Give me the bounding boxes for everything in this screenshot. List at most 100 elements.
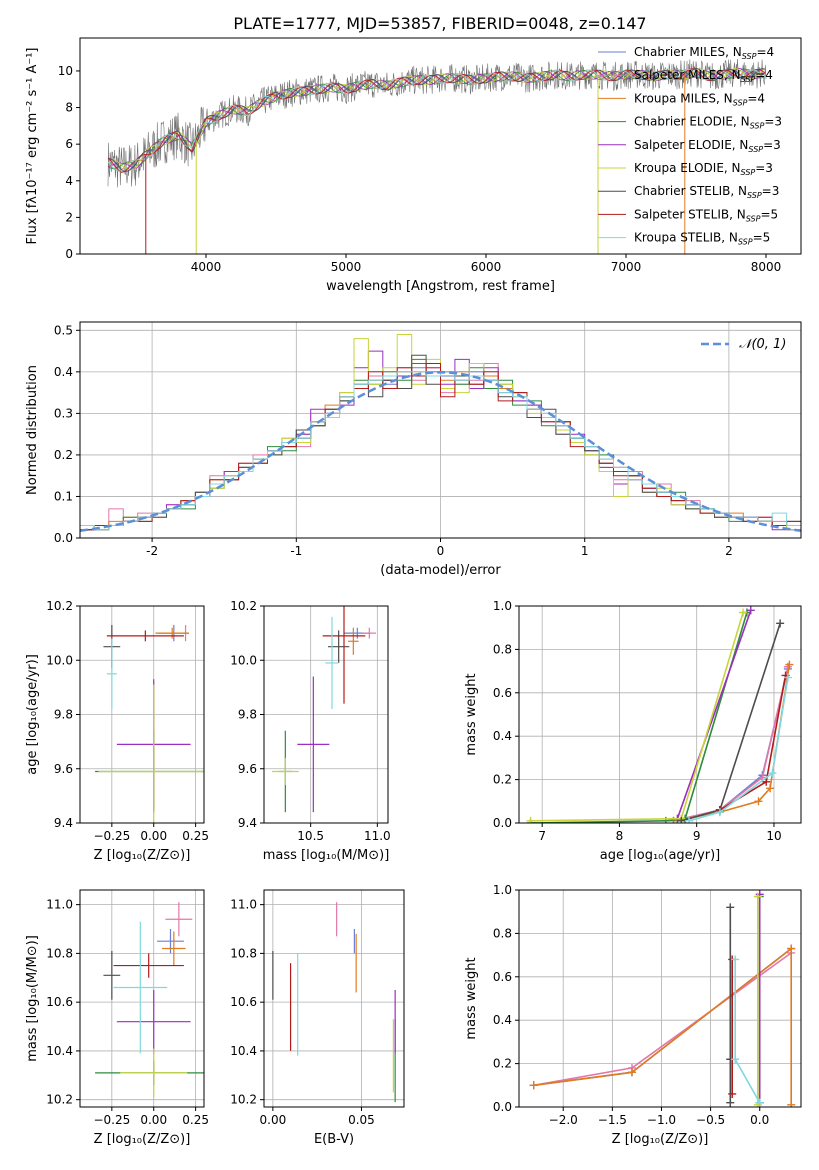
x-tick-label: −1.5	[598, 1113, 627, 1127]
massweight-vs-age-panel: 7 8 9 10 0.0 0.2 0.4 0.6 0.8 1.0 age [log₁₀(age/yr…	[464, 599, 802, 863]
legend-value: =5	[760, 207, 778, 221]
series-marker	[755, 1098, 764, 1107]
legend-label: Salpeter MILES, N	[634, 68, 741, 82]
x-axis-label: age [log₁₀(age/yr)]	[600, 848, 721, 863]
histogram-plot	[80, 334, 801, 538]
mass-vs-z-panel-plot	[95, 902, 204, 1098]
series-line	[688, 677, 789, 822]
legend-entry: Chabrier MILES, NSSP=4	[634, 45, 774, 61]
y-tick-label: 9.4	[54, 816, 73, 830]
x-tick-label: 0	[437, 544, 445, 558]
axes-frame	[79, 37, 802, 255]
series-marker	[766, 784, 775, 793]
legend-sub: SSP	[738, 238, 753, 247]
mass-vs-ebv-panel-plot	[272, 902, 396, 1103]
y-tick-label: 6	[65, 137, 73, 151]
y-tick-label: 10.2	[46, 599, 73, 613]
series-marker	[776, 619, 785, 628]
x-tick-label: 11.0	[364, 829, 391, 843]
y-tick-label: 4	[65, 174, 73, 188]
y-tick-label: 10.0	[230, 653, 257, 667]
x-axis-label: (data-model)/error	[380, 563, 501, 578]
axes-frame	[79, 605, 205, 824]
age-vs-mass-panel: 10.5 11.0 9.4 9.6 9.8 10.0 10.2 mass [log₁₀(M/M…	[230, 599, 391, 863]
legend-label: Kroupa MILES, N	[634, 91, 733, 105]
axes-frame	[79, 321, 802, 539]
legend-entry: Kroupa MILES, NSSP=4	[634, 91, 765, 107]
y-tick-label: 0.4	[54, 365, 73, 379]
age-vs-z-panel-plot	[95, 624, 204, 823]
legend-entry: Kroupa STELIB, NSSP=5	[634, 231, 770, 247]
x-tick-label: 4000	[191, 260, 222, 274]
histogram-step-line	[80, 371, 801, 538]
x-tick-label: −0.25	[93, 1113, 130, 1127]
series-marker	[754, 797, 763, 806]
series-marker	[684, 816, 693, 823]
legend-value: =4	[747, 91, 765, 105]
series-line	[673, 666, 789, 822]
legend-label: Chabrier MILES, N	[634, 45, 742, 59]
legend-value: =4	[755, 68, 773, 82]
x-tick-label: -2	[146, 544, 158, 558]
y-tick-label: 0.0	[54, 531, 73, 545]
x-axis-label: wavelength [Angstrom, rest frame]	[326, 279, 555, 294]
spectrum-panel: 4000 5000 6000 7000 8000 0 2 4 6 8 10 wavelength [A…	[25, 37, 802, 294]
axes-frame	[518, 889, 802, 1108]
x-axis-label: Z [log₁₀(Z/Z⊙)]	[94, 848, 191, 863]
y-tick-label: 10.2	[46, 1093, 73, 1107]
legend-label: Salpeter STELIB, N	[634, 207, 746, 221]
y-tick-label: 0.2	[54, 448, 73, 462]
series-marker	[627, 1068, 636, 1077]
x-tick-label: 9	[693, 829, 701, 843]
y-tick-label: 0.0	[493, 816, 512, 830]
y-tick-label: 0.2	[493, 1057, 512, 1071]
y-tick-label: 10.2	[230, 599, 257, 613]
legend-sub: SSP	[741, 75, 756, 84]
y-tick-label: 0.4	[493, 729, 512, 743]
y-tick-label: 0.6	[493, 970, 512, 984]
axes-frame	[263, 889, 405, 1108]
legend-entry: Kroupa ELODIE, NSSP=3	[634, 161, 773, 177]
spectrum-plot	[107, 58, 767, 254]
legend-label: Kroupa ELODIE, N	[634, 161, 741, 175]
y-tick-label: 10.6	[230, 995, 257, 1009]
axes-frame	[518, 605, 802, 824]
y-tick-label: 9.8	[238, 708, 257, 722]
y-tick-label: 10	[58, 64, 73, 78]
massweight-vs-z-panel-plot	[529, 890, 796, 1107]
x-tick-label: 0.0	[750, 1113, 769, 1127]
legend-sub: SSP	[746, 214, 761, 223]
y-tick-label: 0.3	[54, 406, 73, 420]
x-tick-label: 0.05	[348, 1113, 375, 1127]
series-marker	[785, 660, 794, 669]
x-tick-label: 0.25	[182, 829, 209, 843]
y-tick-label: 0.0	[493, 1100, 512, 1114]
y-axis-label: Flux [fλ10⁻¹⁷ erg cm⁻² s⁻¹ A⁻¹]	[25, 48, 40, 245]
series-line	[533, 952, 792, 1087]
series-marker	[726, 903, 735, 912]
y-tick-label: 0.5	[54, 323, 73, 337]
legend-value: =4	[756, 45, 774, 59]
series-marker	[661, 816, 670, 823]
legend-label: Kroupa STELIB, N	[634, 231, 738, 245]
x-tick-label: 10.5	[297, 829, 324, 843]
massweight-vs-age-panel-plot	[526, 606, 794, 823]
y-tick-label: 2	[65, 210, 73, 224]
series-line	[533, 947, 792, 1087]
y-axis-label: mass weight	[464, 673, 479, 755]
x-tick-label: −0.5	[696, 1113, 725, 1127]
series-marker	[787, 944, 796, 953]
series-marker	[739, 608, 748, 617]
series-line	[530, 612, 744, 822]
x-axis-label: mass [log₁₀(M/M⊙)]	[263, 848, 390, 863]
y-tick-label: 10.2	[230, 1093, 257, 1107]
legend-label: Salpeter ELODIE, N	[634, 138, 748, 152]
x-tick-label: 8	[616, 829, 624, 843]
x-axis-label: Z [log₁₀(Z/Z⊙)]	[94, 1132, 191, 1147]
y-tick-label: 10.0	[46, 653, 73, 667]
legend-value: =5	[753, 231, 771, 245]
x-tick-label: -1	[290, 544, 302, 558]
series-marker	[753, 892, 762, 901]
